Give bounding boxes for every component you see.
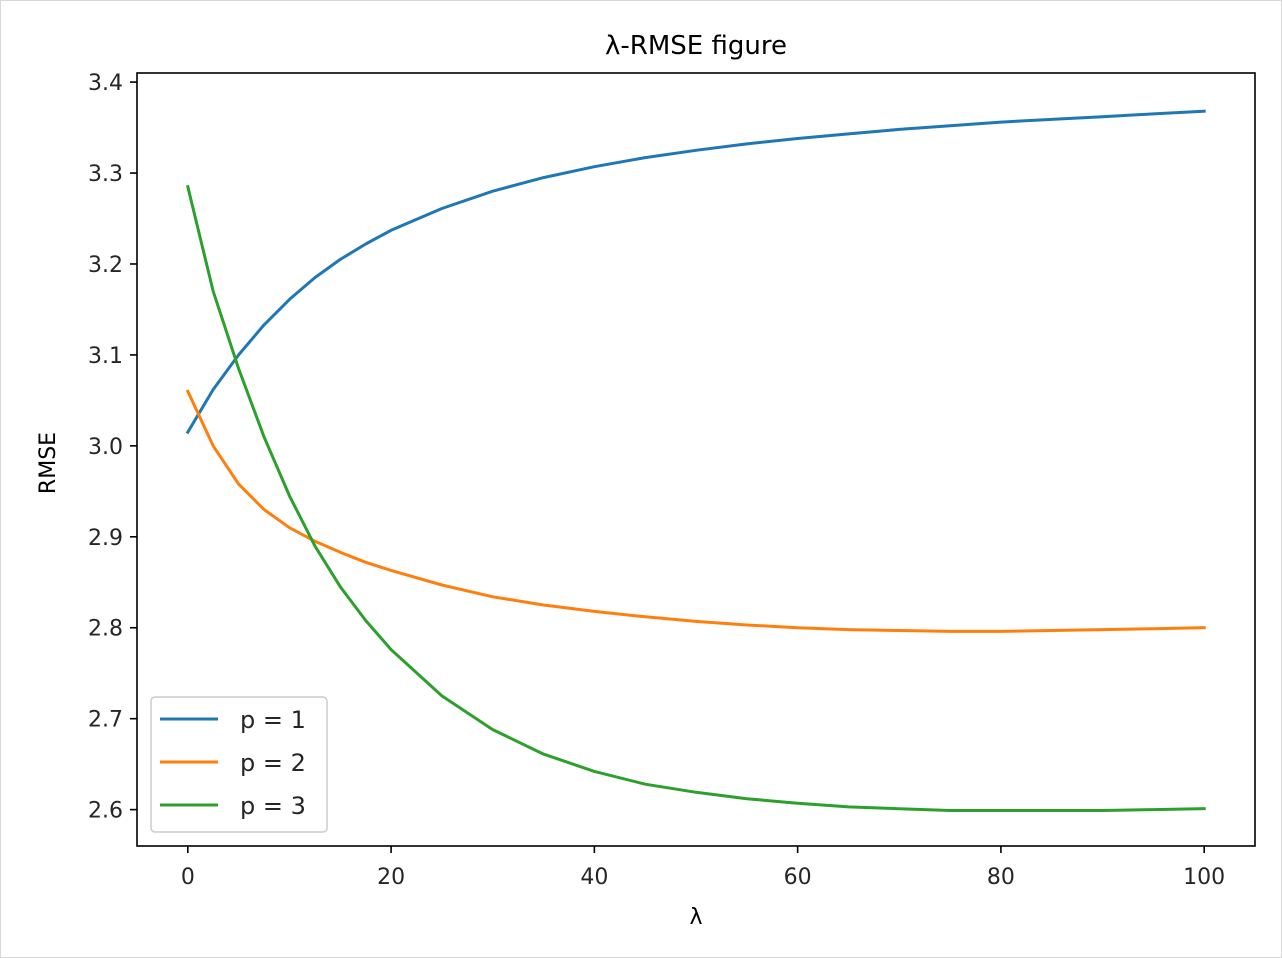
legend: p = 1 p = 2 p = 3	[150, 696, 328, 833]
x-axis: 0 20 40 60 80 100	[181, 846, 1225, 890]
series-line-p2	[185, 389, 1206, 633]
x-tick-label: 0	[181, 865, 195, 890]
y-tick-label: 3.1	[88, 344, 123, 369]
axes-frame	[136, 72, 1256, 847]
series-line-p1	[185, 109, 1206, 435]
chart-title: λ-RMSE figure	[605, 31, 787, 61]
y-tick-label: 2.6	[88, 799, 123, 824]
legend-label-p2: p = 2	[240, 749, 306, 777]
y-tick-label: 2.8	[88, 617, 123, 642]
x-tick-label: 80	[987, 865, 1015, 890]
legend-label-p1: p = 1	[240, 706, 306, 734]
plot-area	[136, 72, 1256, 847]
y-axis: 2.6 2.7 2.8 2.9 3.0 3.1 3.2 3.3 3.4	[88, 71, 137, 824]
x-tick-label: 20	[377, 865, 405, 890]
x-tick-label: 100	[1183, 865, 1225, 890]
x-axis-label: λ	[689, 905, 702, 930]
y-tick-label: 2.7	[88, 708, 123, 733]
x-tick-label: 60	[784, 865, 812, 890]
y-tick-label: 3.4	[88, 71, 123, 96]
legend-box	[150, 696, 328, 833]
series-line-p3	[185, 184, 1206, 812]
x-tick-label: 40	[580, 865, 608, 890]
y-axis-label: RMSE	[36, 432, 61, 494]
y-tick-label: 2.9	[88, 526, 123, 551]
y-tick-label: 3.2	[88, 253, 123, 278]
y-tick-label: 3.0	[88, 435, 123, 460]
y-tick-label: 3.3	[88, 162, 123, 187]
legend-label-p3: p = 3	[240, 792, 306, 820]
